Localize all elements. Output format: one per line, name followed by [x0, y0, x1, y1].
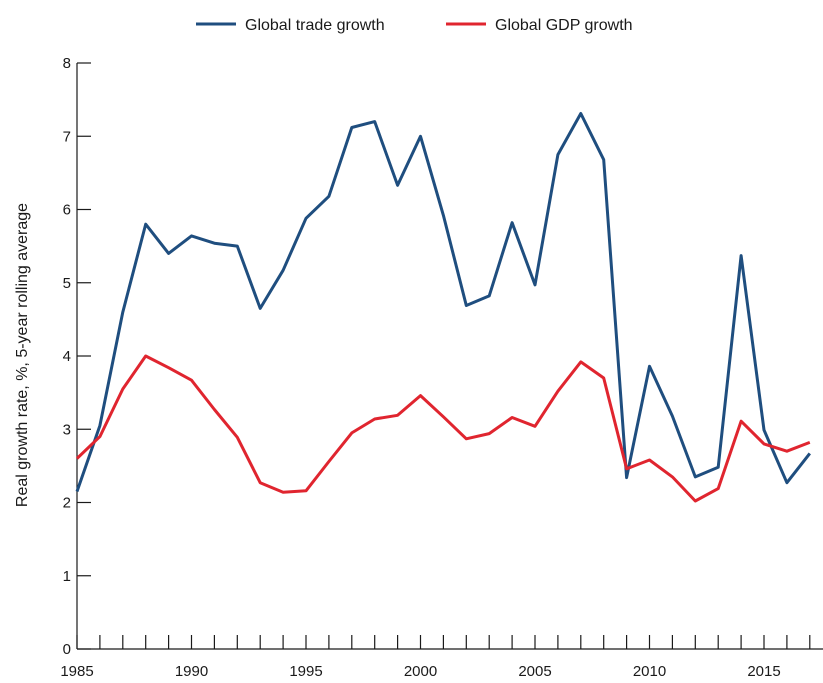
legend-label-gdp: Global GDP growth — [495, 17, 633, 34]
y-tick-label: 1 — [63, 568, 71, 585]
y-tick-label: 8 — [63, 55, 71, 72]
y-tick-label: 3 — [63, 421, 71, 438]
x-tick-label: 1990 — [175, 663, 208, 680]
series-line-trade — [77, 114, 810, 492]
y-tick-label: 5 — [63, 275, 71, 292]
legend-label-trade: Global trade growth — [245, 17, 385, 34]
x-tick-label: 2000 — [404, 663, 437, 680]
x-axis-ticks: 1985 1990 1995 2000 2005 2010 2015 — [60, 635, 809, 680]
y-tick-label: 0 — [63, 641, 71, 658]
x-tick-label: 2015 — [747, 663, 780, 680]
y-tick-label: 7 — [63, 128, 71, 145]
y-tick-label: 4 — [63, 348, 71, 365]
y-tick-label: 6 — [63, 202, 71, 219]
y-axis-title-group: Real growth rate, %, 5-year rolling aver… — [14, 203, 31, 507]
series-line-gdp — [77, 356, 810, 501]
x-tick-label: 2010 — [633, 663, 666, 680]
x-tick-label: 1985 — [60, 663, 93, 680]
legend: Global trade growth Global GDP growth — [196, 17, 633, 34]
y-tick-label: 2 — [63, 495, 71, 512]
x-tick-label: 2005 — [518, 663, 551, 680]
x-tick-label: 1995 — [289, 663, 322, 680]
y-axis-title: Real growth rate, %, 5-year rolling aver… — [14, 203, 31, 507]
series-layer — [77, 114, 810, 502]
